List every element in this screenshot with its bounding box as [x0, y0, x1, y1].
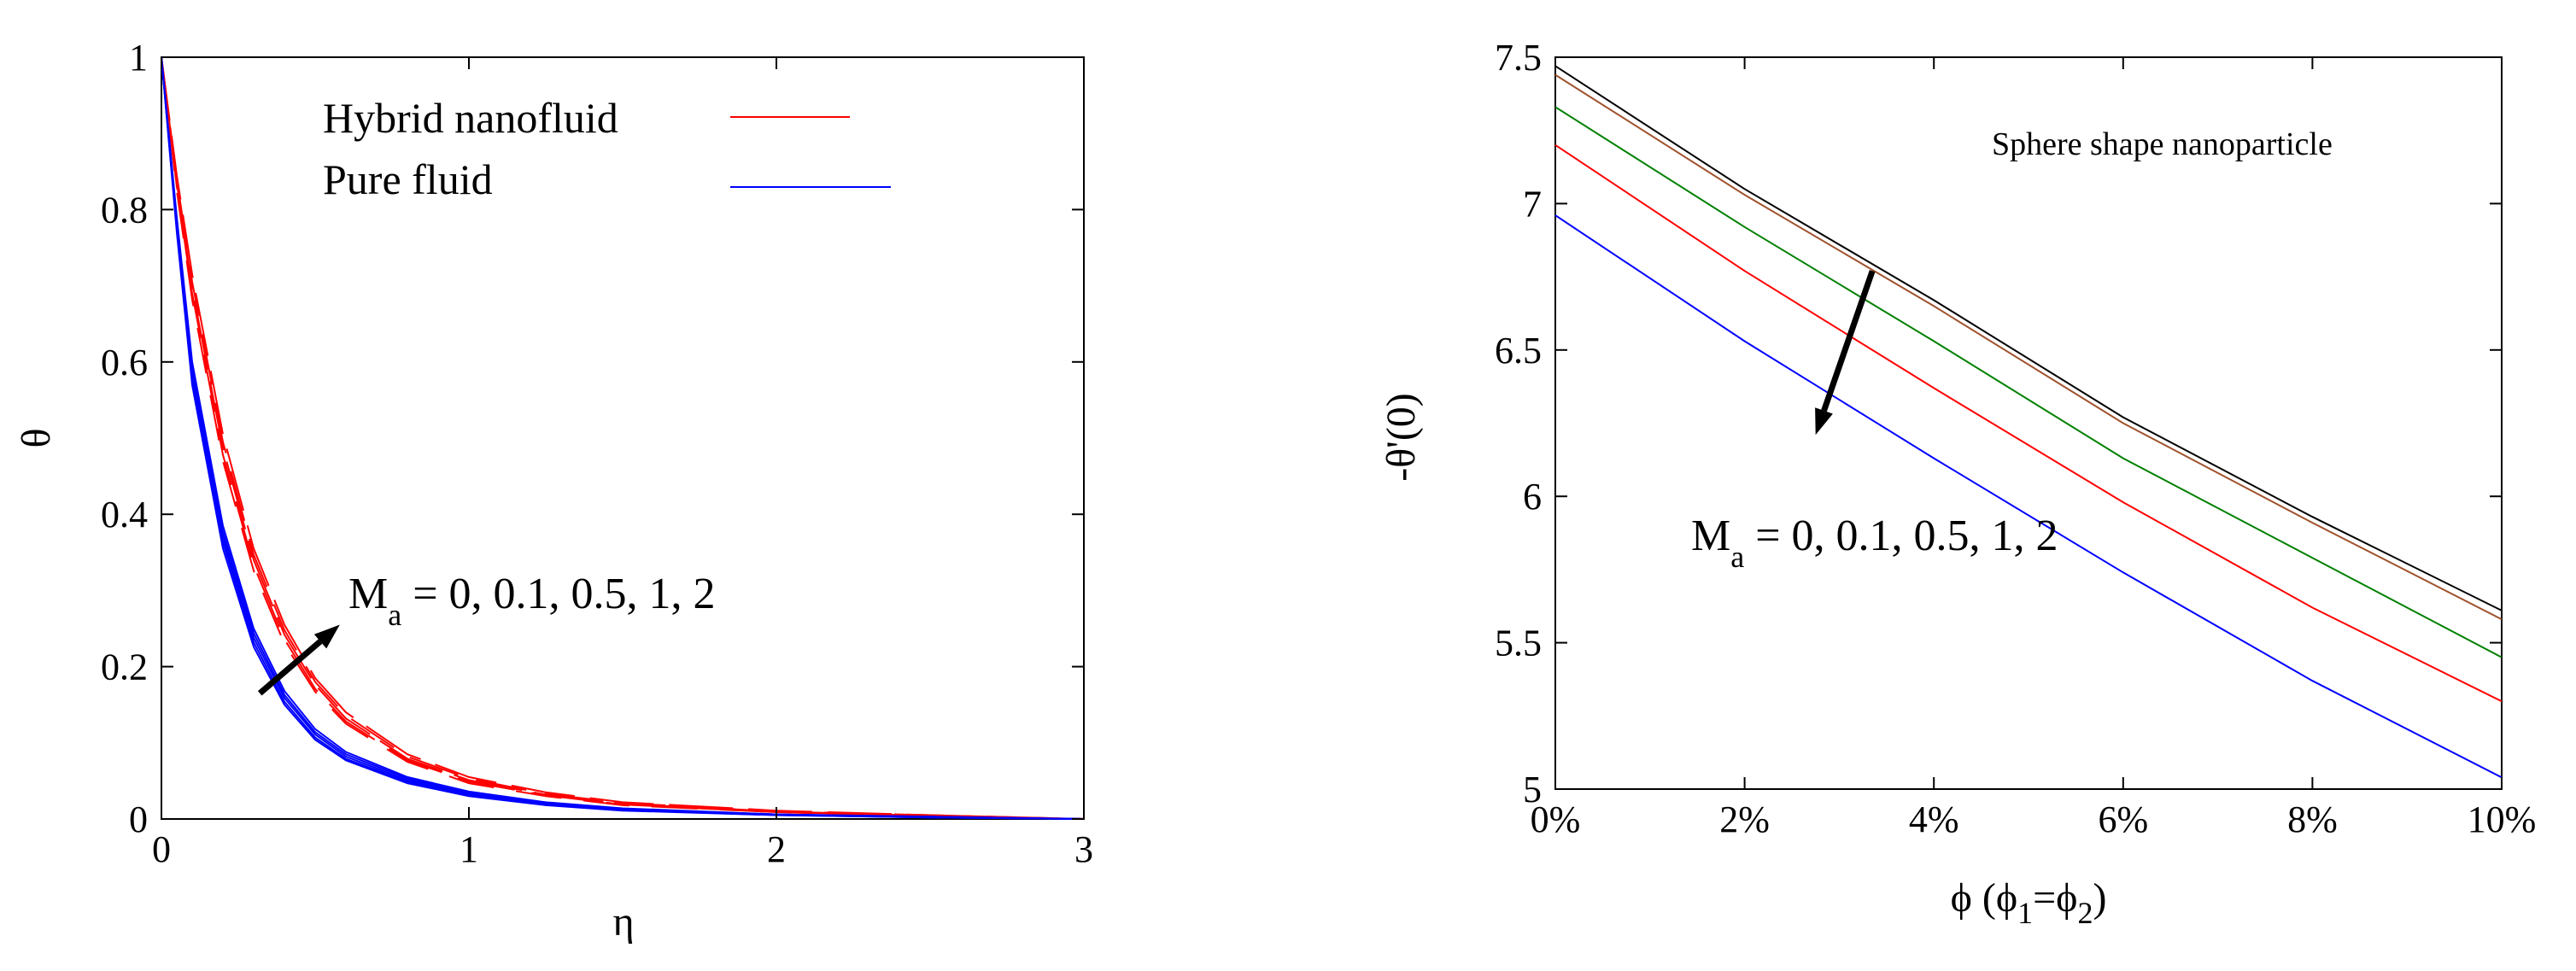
theta-profile-chart: 0 1 2 3 0 0.2 0.4 0.6 0.8 1 θ η Hybrid nanofluid … [14, 37, 1093, 945]
chart2-y-tick-label: 6.5 [1495, 330, 1542, 371]
chart2-y-tick-label: 5 [1523, 769, 1542, 810]
chart2-x-tick-label: 0% [1531, 798, 1581, 840]
chart1-y-axis-label: θ [14, 429, 59, 448]
chart2-x-tick-label: 2% [1719, 798, 1770, 840]
chart1-legend: Hybrid nanofluid Pure fluid [323, 94, 891, 203]
chart2-y-tick-label: 7 [1523, 183, 1542, 225]
chart2-y-tick-label: 7.5 [1495, 37, 1542, 79]
chart1-y-tick-label: 0.2 [101, 646, 148, 688]
chart1-series-line-9 [161, 56, 1085, 820]
chart1-ticks-group: 0 1 2 3 0 0.2 0.4 0.6 0.8 1 [101, 37, 1093, 870]
chart1-parameter-annotation: Ma = 0, 0.1, 0.5, 1, 2 [348, 570, 716, 632]
chart1-y-tick-label: 0.8 [101, 189, 148, 231]
chart1-x-tick-label: 3 [1074, 828, 1093, 870]
chart2-parameter-annotation: Ma = 0, 0.1, 0.5, 1, 2 [1691, 512, 2058, 574]
chart2-y-tick-label: 5.5 [1495, 623, 1542, 664]
legend-label-pure-fluid: Pure fluid [323, 155, 493, 203]
chart1-series-line-10 [161, 56, 1085, 820]
chart1-plot-frame [161, 56, 1085, 820]
chart1-y-tick-label: 0.6 [101, 342, 148, 383]
chart2-arrow-shaft [1821, 270, 1876, 412]
chart2-arrow-head [1815, 407, 1833, 436]
chart1-arrow-head [313, 624, 340, 649]
chart1-y-tick-label: 0.4 [101, 494, 148, 535]
chart1-x-axis-label: η [612, 899, 634, 945]
chart1-arrow-shaft [257, 639, 323, 696]
chart1-series-line-5 [161, 56, 1085, 820]
chart2-x-tick-label: 6% [2098, 798, 2148, 840]
nusselt-chart: 0% 2% 4% 6% 8% 10% 5 5.5 6 6.5 7 7.5 -θ'(0) ϕ (ϕ1=ϕ… [1379, 37, 2536, 930]
chart1-y-tick-label: 0 [129, 798, 148, 840]
chart1-x-tick-label: 0 [152, 828, 171, 870]
chart1-series-line-7 [161, 56, 1085, 820]
chart2-shape-note: Sphere shape nanoparticle [1992, 126, 2333, 162]
chart2-x-tick-label: 4% [1909, 798, 1959, 840]
chart2-x-tick-label: 10% [2468, 798, 2537, 840]
chart2-series-line-4 [1554, 143, 2503, 703]
chart1-series-line-6 [161, 56, 1085, 820]
chart1-series-group [161, 56, 1085, 820]
chart1-series-line-1 [161, 56, 1085, 820]
chart1-y-tick-label: 1 [129, 37, 148, 79]
chart2-plot-frame [1554, 56, 2503, 790]
chart2-series-line-3 [1554, 106, 2503, 658]
chart1-x-tick-label: 2 [767, 828, 786, 870]
chart2-direction-arrow [1815, 270, 1876, 436]
chart2-y-axis-label: -θ'(0) [1379, 393, 1424, 482]
chart2-series-line-5 [1554, 214, 2503, 779]
chart1-direction-arrow [257, 624, 340, 696]
chart1-series-line-3 [161, 56, 1085, 820]
chart2-x-tick-label: 8% [2287, 798, 2338, 840]
chart1-series-line-2 [161, 56, 1085, 820]
chart2-series-line-1 [1554, 65, 2503, 611]
chart1-series-line-8 [161, 56, 1085, 820]
legend-label-hybrid-nanofluid: Hybrid nanofluid [323, 94, 618, 142]
chart2-ticks-group: 0% 2% 4% 6% 8% 10% 5 5.5 6 6.5 7 7.5 [1495, 37, 2536, 840]
chart2-series-line-2 [1554, 73, 2503, 621]
chart2-y-tick-label: 6 [1523, 476, 1542, 518]
chart2-series-group [1554, 65, 2503, 779]
chart1-x-tick-label: 1 [460, 828, 478, 870]
chart1-series-line-4 [161, 56, 1085, 820]
chart2-x-axis-label: ϕ (ϕ1=ϕ2) [1951, 875, 2107, 930]
